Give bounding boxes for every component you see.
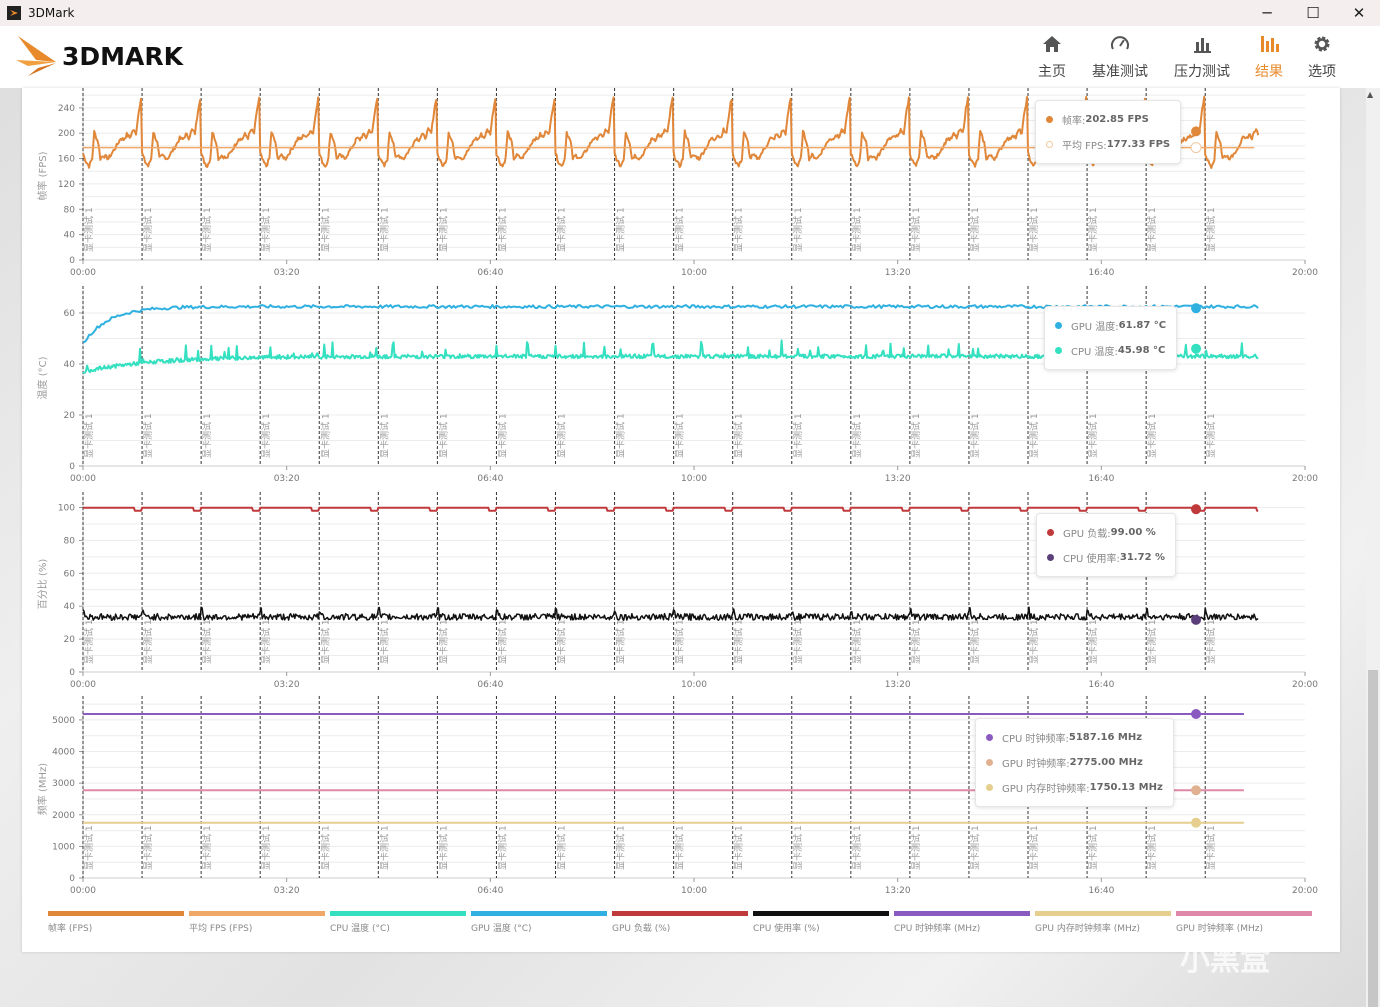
tooltip-value: 99.00 % bbox=[1110, 527, 1156, 538]
tooltip-label: CPU 使用率: bbox=[1063, 554, 1120, 565]
nav-results-label: 结果 bbox=[1255, 64, 1283, 80]
nav-home[interactable]: 主页 bbox=[1038, 34, 1066, 81]
app-icon bbox=[7, 6, 21, 20]
nav-benchmarks[interactable]: 基准测试 bbox=[1092, 34, 1148, 81]
gear-icon bbox=[1314, 36, 1330, 52]
legend-color-bar bbox=[1035, 911, 1171, 916]
chart-tooltip: CPU 时钟频率: 5187.16 MHz GPU 时钟频率: 2775.00 M… bbox=[975, 718, 1174, 807]
legend-item[interactable]: CPU 使用率 (%) bbox=[753, 911, 894, 934]
series-dot-icon bbox=[1055, 347, 1062, 354]
tooltip-value: 61.87 °C bbox=[1118, 320, 1167, 331]
legend-item[interactable]: CPU 时钟频率 (MHz) bbox=[894, 911, 1035, 934]
legend-item[interactable]: GPU 负载 (%) bbox=[612, 911, 753, 934]
watermark: 小黑盒 bbox=[1180, 943, 1270, 978]
legend-label: GPU 负载 (%) bbox=[612, 924, 671, 934]
gauge-icon bbox=[1111, 36, 1129, 50]
legend-color-bar bbox=[48, 911, 184, 916]
tooltip-label: 帧率: bbox=[1062, 116, 1086, 127]
app-header: 3DMARK 主页 基准测试 压力测试 结果 选项 bbox=[0, 26, 1380, 88]
legend-color-bar bbox=[753, 911, 889, 916]
legend-label: GPU 内存时钟频率 (MHz) bbox=[1035, 924, 1140, 934]
series-dot-icon bbox=[1046, 116, 1053, 123]
tooltip-label: 平均 FPS: bbox=[1062, 141, 1107, 152]
legend-color-bar bbox=[612, 911, 748, 916]
home-icon bbox=[1043, 36, 1061, 52]
legend-color-bar bbox=[1176, 911, 1312, 916]
tooltip-label: GPU 负载: bbox=[1063, 529, 1111, 540]
tooltip-row: 帧率: 202.85 FPS bbox=[1046, 107, 1170, 132]
tooltip-value: 31.72 % bbox=[1119, 552, 1166, 563]
tooltip-value: 2775.00 MHz bbox=[1069, 757, 1143, 768]
scroll-up-arrow-icon[interactable]: ▲ bbox=[1367, 90, 1374, 99]
legend-item[interactable]: CPU 温度 (°C) bbox=[330, 911, 471, 934]
tooltip-value: 45.98 °C bbox=[1117, 345, 1166, 356]
legend-color-bar bbox=[330, 911, 466, 916]
series-dot-icon bbox=[1047, 529, 1054, 536]
legend-item[interactable]: GPU 时钟频率 (MHz) bbox=[1176, 911, 1317, 934]
tooltip-value: 177.33 FPS bbox=[1106, 139, 1171, 150]
legend-item[interactable]: GPU 内存时钟频率 (MHz) bbox=[1035, 911, 1176, 934]
nav-benchmarks-label: 基准测试 bbox=[1092, 64, 1148, 80]
tooltip-label: GPU 温度: bbox=[1071, 322, 1119, 333]
series-dot-icon bbox=[986, 784, 993, 791]
window-title: 3DMark bbox=[28, 6, 75, 20]
legend-color-bar bbox=[189, 911, 325, 916]
maximize-button[interactable]: ☐ bbox=[1306, 4, 1320, 22]
tooltip-row: GPU 负载: 99.00 % bbox=[1047, 520, 1165, 545]
tooltip-row: GPU 内存时钟频率: 1750.13 MHz bbox=[986, 775, 1163, 800]
chart-legend: 帧率 (FPS) 平均 FPS (FPS) CPU 温度 (°C) GPU 温度 (°… bbox=[48, 911, 1317, 934]
nav-stress-tests-label: 压力测试 bbox=[1174, 64, 1230, 80]
nav-results[interactable]: 结果 bbox=[1255, 34, 1283, 81]
title-bar: 3DMark ─ ☐ ✕ bbox=[0, 0, 1380, 26]
scrollbar-thumb[interactable] bbox=[1368, 670, 1378, 1007]
tooltip-value: 202.85 FPS bbox=[1085, 114, 1149, 125]
legend-item[interactable]: GPU 温度 (°C) bbox=[471, 911, 612, 934]
legend-item[interactable]: 帧率 (FPS) bbox=[48, 911, 189, 934]
nav-home-label: 主页 bbox=[1038, 64, 1066, 80]
minimize-button[interactable]: ─ bbox=[1262, 4, 1272, 22]
legend-color-bar bbox=[894, 911, 1030, 916]
logo-mark-icon bbox=[16, 36, 56, 76]
legend-label: CPU 使用率 (%) bbox=[753, 924, 820, 934]
tooltip-row: GPU 时钟频率: 2775.00 MHz bbox=[986, 750, 1163, 775]
tooltip-label: CPU 温度: bbox=[1071, 347, 1118, 358]
tooltip-row: CPU 使用率: 31.72 % bbox=[1047, 545, 1165, 570]
tooltip-value: 1750.13 MHz bbox=[1089, 782, 1163, 793]
legend-item[interactable]: 平均 FPS (FPS) bbox=[189, 911, 330, 934]
series-dot-icon bbox=[1046, 141, 1053, 148]
logo-text: 3DMARK bbox=[62, 41, 183, 71]
nav-stress-tests[interactable]: 压力测试 bbox=[1174, 34, 1230, 81]
nav-options-label: 选项 bbox=[1308, 64, 1336, 80]
chart-tooltip: GPU 负载: 99.00 % CPU 使用率: 31.72 % bbox=[1036, 513, 1177, 577]
chart-tooltip: 帧率: 202.85 FPS 平均 FPS: 177.33 FPS bbox=[1035, 100, 1182, 164]
tooltip-row: CPU 温度: 45.98 °C bbox=[1055, 338, 1166, 363]
series-dot-icon bbox=[1055, 322, 1062, 329]
legend-label: 帧率 (FPS) bbox=[48, 924, 93, 934]
chart-tooltip: GPU 温度: 61.87 °C CPU 温度: 45.98 °C bbox=[1044, 306, 1178, 370]
legend-color-bar bbox=[471, 911, 607, 916]
results-icon bbox=[1261, 36, 1279, 52]
series-dot-icon bbox=[986, 759, 993, 766]
legend-label: CPU 温度 (°C) bbox=[330, 924, 390, 934]
tooltip-row: CPU 时钟频率: 5187.16 MHz bbox=[986, 725, 1163, 750]
nav-options[interactable]: 选项 bbox=[1308, 34, 1336, 81]
legend-label: GPU 时钟频率 (MHz) bbox=[1176, 924, 1263, 934]
tooltip-value: 5187.16 MHz bbox=[1068, 732, 1143, 743]
tooltip-row: 平均 FPS: 177.33 FPS bbox=[1046, 132, 1170, 157]
series-dot-icon bbox=[1047, 554, 1054, 561]
bar-chart-icon bbox=[1194, 38, 1211, 53]
legend-label: CPU 时钟频率 (MHz) bbox=[894, 924, 981, 934]
series-dot-icon bbox=[986, 734, 993, 741]
legend-label: GPU 温度 (°C) bbox=[471, 924, 532, 934]
3dmark-logo: 3DMARK bbox=[16, 34, 183, 78]
tooltip-label: CPU 时钟频率: bbox=[1002, 734, 1069, 745]
legend-label: 平均 FPS (FPS) bbox=[189, 924, 253, 934]
tooltip-row: GPU 温度: 61.87 °C bbox=[1055, 313, 1166, 338]
tooltip-label: GPU 内存时钟频率: bbox=[1002, 784, 1090, 795]
tooltip-label: GPU 时钟频率: bbox=[1002, 759, 1070, 770]
close-button[interactable]: ✕ bbox=[1352, 4, 1366, 22]
